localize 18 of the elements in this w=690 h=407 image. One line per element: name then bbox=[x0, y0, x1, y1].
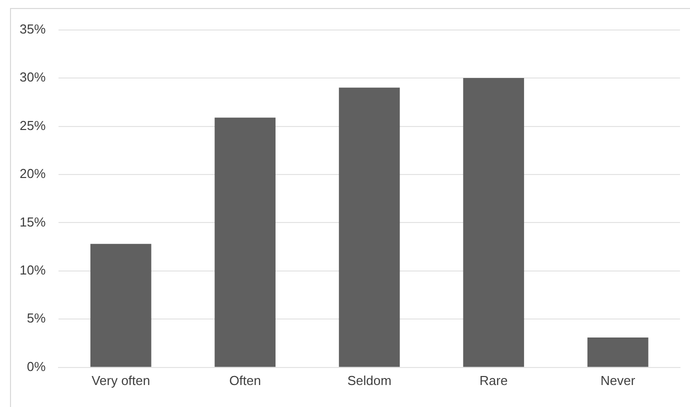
bar bbox=[338, 88, 400, 367]
bar bbox=[463, 78, 524, 367]
bar bbox=[90, 244, 152, 367]
y-tick-label: 5% bbox=[26, 310, 46, 326]
y-tick-label: 30% bbox=[20, 70, 46, 85]
x-tick-label: Seldom bbox=[347, 372, 392, 388]
y-tick-label: 0% bbox=[26, 358, 46, 374]
bar bbox=[214, 118, 276, 367]
bar bbox=[587, 338, 648, 367]
y-tick-label: 35% bbox=[20, 21, 46, 36]
y-tick-label: 25% bbox=[20, 118, 46, 133]
y-tick-label: 10% bbox=[20, 262, 46, 278]
x-tick-label: Never bbox=[600, 372, 636, 388]
x-tick-label: Very often bbox=[92, 372, 150, 388]
x-tick-label: Rare bbox=[480, 372, 508, 388]
y-tick-label: 15% bbox=[20, 214, 46, 230]
x-tick-label: Often bbox=[229, 372, 261, 388]
y-tick-label: 20% bbox=[20, 166, 46, 182]
